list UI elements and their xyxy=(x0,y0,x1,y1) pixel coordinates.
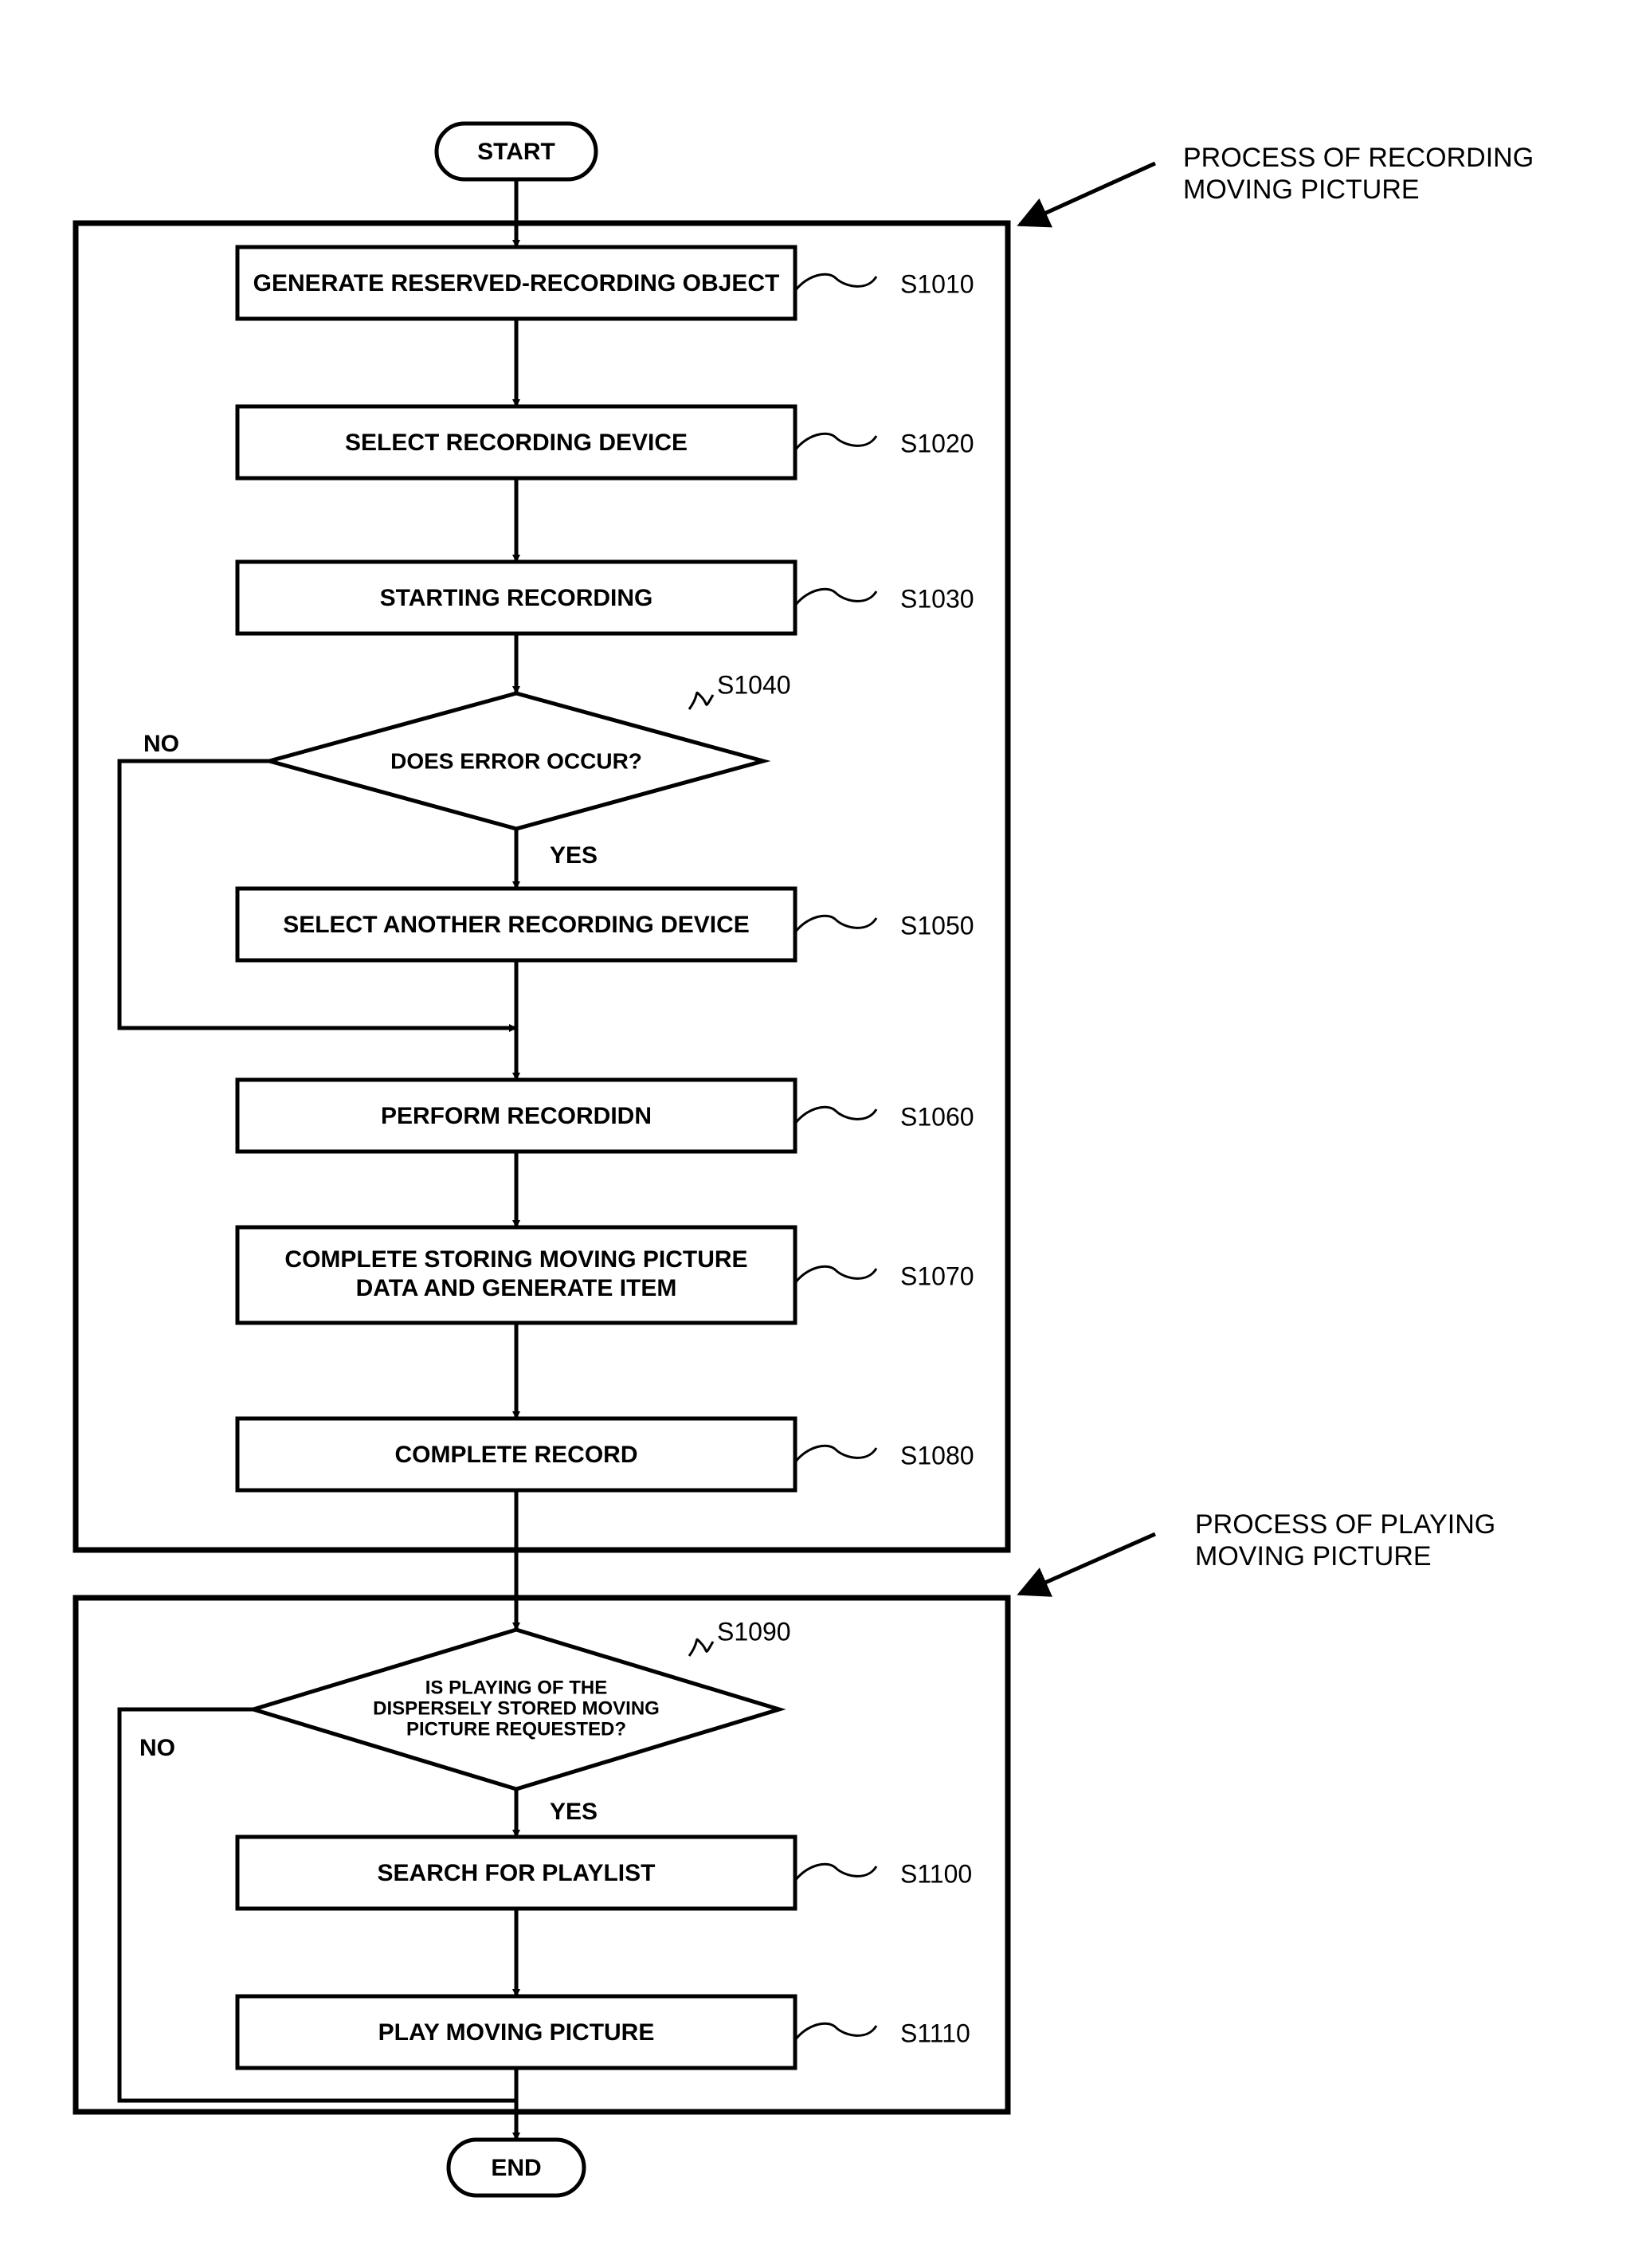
svg-text:COMPLETE RECORD: COMPLETE RECORD xyxy=(394,1442,637,1468)
svg-text:PERFORM RECORDIDN: PERFORM RECORDIDN xyxy=(381,1103,652,1129)
flowchart-svg: START END GENERATE RESERVED-RECORDING OBJE… xyxy=(0,0,1638,2268)
start-terminator: START xyxy=(437,124,596,179)
side-label: PROCESS OF RECORDING xyxy=(1183,143,1534,173)
branch-label: YES xyxy=(550,842,598,869)
ref-S1050: S1050 xyxy=(900,911,974,940)
svg-text:COMPLETE STORING MOVING PICTUR: COMPLETE STORING MOVING PICTURE xyxy=(284,1246,747,1273)
end-label: END xyxy=(491,2155,541,2181)
ref-S1030: S1030 xyxy=(900,584,974,613)
branch-label: NO xyxy=(143,731,179,757)
ref-S1080: S1080 xyxy=(900,1441,974,1469)
svg-text:GENERATE RESERVED-RECORDING OB: GENERATE RESERVED-RECORDING OBJECT xyxy=(253,270,780,296)
branch-label: YES xyxy=(550,1799,598,1825)
ref-S1060: S1060 xyxy=(900,1102,974,1131)
side-label: MOVING PICTURE xyxy=(1183,175,1420,205)
svg-text:SEARCH FOR PLAYLIST: SEARCH FOR PLAYLIST xyxy=(378,1860,656,1886)
start-label: START xyxy=(477,139,555,165)
svg-text:PICTURE REQUESTED?: PICTURE REQUESTED? xyxy=(406,1718,626,1740)
branch-label: NO xyxy=(139,1735,175,1761)
svg-text:STARTING RECORDING: STARTING RECORDING xyxy=(380,585,653,611)
ref-S1020: S1020 xyxy=(900,429,974,457)
svg-text:SELECT RECORDING DEVICE: SELECT RECORDING DEVICE xyxy=(345,430,688,456)
ref-S1110: S1110 xyxy=(900,2019,970,2047)
svg-text:SELECT ANOTHER RECORDING DEVIC: SELECT ANOTHER RECORDING DEVICE xyxy=(283,912,750,938)
ref-S1100: S1100 xyxy=(900,1859,972,1888)
svg-text:DATA AND GENERATE ITEM: DATA AND GENERATE ITEM xyxy=(356,1275,677,1301)
ref-S1070: S1070 xyxy=(900,1262,974,1290)
side-label: PROCESS OF PLAYING xyxy=(1195,1509,1495,1540)
svg-text:IS PLAYING OF THE: IS PLAYING OF THE xyxy=(425,1677,607,1698)
end-terminator: END xyxy=(449,2140,584,2195)
ref-S1090: S1090 xyxy=(717,1617,791,1646)
side-label: MOVING PICTURE xyxy=(1195,1541,1432,1572)
ref-S1040: S1040 xyxy=(717,670,791,699)
svg-text:DOES ERROR OCCUR?: DOES ERROR OCCUR? xyxy=(390,748,642,773)
ref-S1010: S1010 xyxy=(900,269,974,298)
svg-text:DISPERSELY STORED MOVING: DISPERSELY STORED MOVING xyxy=(373,1697,660,1719)
svg-text:PLAY MOVING PICTURE: PLAY MOVING PICTURE xyxy=(378,2019,655,2046)
